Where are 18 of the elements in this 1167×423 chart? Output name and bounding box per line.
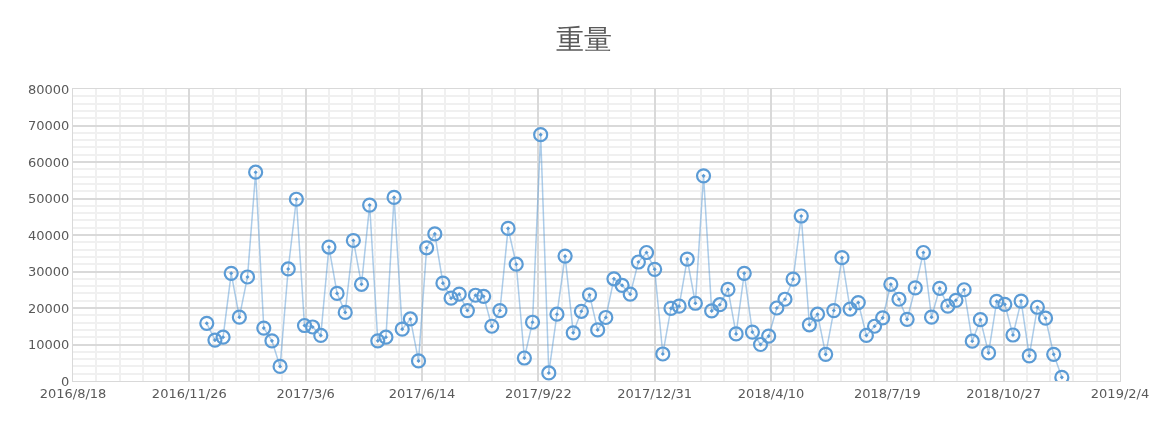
y-tick-label: 60000 xyxy=(28,154,70,170)
y-tick-label: 20000 xyxy=(28,300,70,316)
x-tick-label: 2016/11/26 xyxy=(151,385,227,401)
y-tick-label: 70000 xyxy=(28,118,70,134)
x-tick-label: 2018/4/10 xyxy=(737,385,805,401)
chart-title: 重量 xyxy=(555,23,612,57)
y-tick-label: 80000 xyxy=(28,81,70,97)
y-tick-label: 30000 xyxy=(28,264,70,280)
y-tick-label: 40000 xyxy=(28,227,70,243)
x-tick-label: 2019/2/4 xyxy=(1090,385,1150,401)
x-tick-label: 2017/3/6 xyxy=(276,385,335,401)
x-tick-label: 2017/12/31 xyxy=(617,385,693,401)
x-tick-label: 2018/7/19 xyxy=(853,385,921,401)
x-tick-label: 2017/9/22 xyxy=(504,385,572,401)
x-tick-label: 2017/6/14 xyxy=(388,385,456,401)
x-tick-label: 2018/10/27 xyxy=(966,385,1042,401)
y-tick-label: 50000 xyxy=(28,191,70,207)
y-tick-label: 10000 xyxy=(28,337,70,353)
